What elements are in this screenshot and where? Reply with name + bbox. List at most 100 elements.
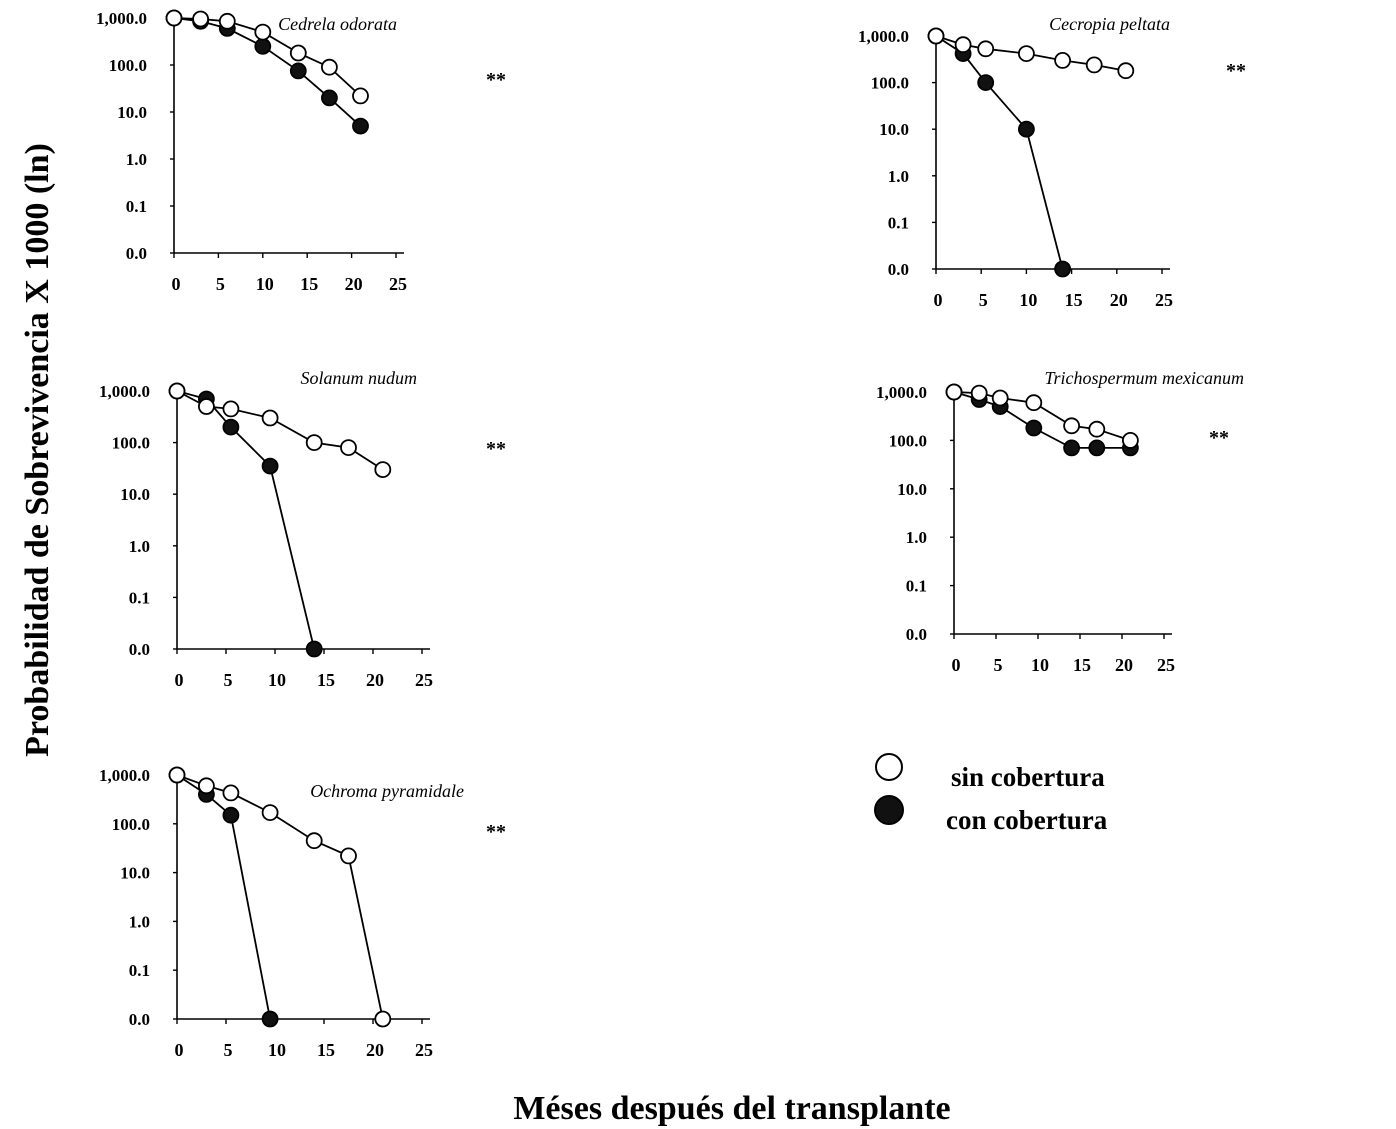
x-tick-label: 5 (994, 655, 1003, 675)
data-point-open (1025, 394, 1043, 412)
y-tick-label: 0.0 (888, 260, 909, 279)
data-point-open (374, 461, 392, 479)
data-point-open (945, 383, 963, 401)
x-tick-label: 10 (268, 670, 286, 690)
data-point-open (218, 12, 236, 30)
data-point-open (1018, 45, 1035, 62)
x-tick-label: 25 (415, 670, 433, 690)
panel-trichospermum-mexicanum: 0.0 0.1 1.0 10.0 100.0 1,000.0 0 5 10 15 20 25 Trich… (876, 368, 1244, 675)
y-tick-label: 1.0 (129, 537, 150, 556)
y-tick-label: 0.0 (906, 625, 927, 644)
panel-title: Cedrela odorata (278, 14, 397, 34)
y-tick-label: 0.0 (126, 244, 147, 263)
x-tick-label: 0 (172, 274, 181, 294)
x-axis-label: Méses después del transplante (513, 1090, 950, 1127)
panel-cedrela-odorata: 0.0 0.1 1.0 10.0 100.0 1,000.0 0 5 10 15 20 25 Cedre… (96, 9, 506, 294)
significance-marker: ** (1209, 427, 1229, 449)
y-tick-label: 1.0 (129, 912, 150, 931)
y-tick-label: 10.0 (120, 864, 150, 883)
data-point-open (222, 400, 240, 418)
x-tick-label: 10 (268, 1040, 286, 1060)
legend: sin cobertura con cobertura (874, 753, 1108, 835)
x-tick-label: 10 (256, 274, 274, 294)
data-point-open (1122, 431, 1139, 449)
data-point-open (970, 384, 988, 402)
data-point-open (192, 10, 210, 28)
legend-filled-label: con cobertura (946, 805, 1108, 835)
data-point-filled (320, 89, 338, 107)
y-tick-label: 100.0 (109, 56, 147, 75)
y-tick-label: 0.1 (129, 588, 150, 607)
significance-marker: ** (486, 821, 506, 843)
x-tick-label: 5 (216, 274, 225, 294)
data-point-open (320, 58, 338, 76)
data-point-open (1054, 52, 1071, 69)
x-tick-label: 0 (934, 290, 943, 310)
series-line-filled (935, 35, 1064, 270)
data-point-open (1088, 420, 1106, 438)
data-point-open (168, 766, 186, 784)
y-tick-label: 0.1 (126, 197, 147, 216)
data-point-open (340, 439, 357, 457)
x-tick-label: 25 (1155, 290, 1173, 310)
y-tick-label: 100.0 (112, 815, 150, 834)
x-tick-label: 20 (1115, 655, 1133, 675)
x-tick-label: 10 (1019, 290, 1037, 310)
series-line-filled (176, 774, 271, 1020)
data-point-filled (1025, 419, 1043, 437)
data-point-open (352, 87, 369, 105)
data-point-filled (1018, 120, 1035, 138)
x-tick-label: 20 (366, 670, 384, 690)
panel-title: Ochroma pyramidale (310, 781, 464, 801)
data-point-open (254, 23, 272, 41)
y-tick-label: 100.0 (889, 431, 927, 450)
x-tick-label: 15 (300, 274, 318, 294)
data-point-filled (352, 117, 369, 135)
y-tick-label: 1.0 (126, 150, 147, 169)
y-tick-label: 10.0 (879, 120, 909, 139)
x-tick-label: 10 (1031, 655, 1049, 675)
y-axis-label: Probabilidad de Sobrevivencia X 1000 (ln… (19, 143, 56, 757)
data-point-open (977, 40, 995, 58)
data-point-open (261, 409, 279, 427)
x-tick-label: 15 (1073, 655, 1091, 675)
data-point-open (374, 1010, 392, 1028)
data-point-open (305, 434, 323, 452)
data-point-filled (1054, 260, 1071, 278)
panel-solanum-nudum: 0.0 0.1 1.0 10.0 100.0 1,000.0 0 5 10 15 20 25 Solan… (99, 368, 506, 690)
x-tick-label: 0 (175, 1040, 184, 1060)
x-tick-label: 25 (1157, 655, 1175, 675)
x-tick-label: 15 (1065, 290, 1083, 310)
x-tick-label: 5 (979, 290, 988, 310)
data-point-open (991, 389, 1009, 407)
panel-title: Cecropia peltata (1049, 14, 1170, 34)
x-tick-label: 20 (1110, 290, 1128, 310)
y-tick-label: 0.0 (129, 1010, 150, 1029)
data-point-open (289, 44, 307, 62)
y-tick-label: 1,000.0 (96, 9, 147, 28)
x-tick-label: 15 (317, 1040, 335, 1060)
data-point-filled (254, 37, 272, 55)
data-point-filled (1063, 439, 1080, 457)
y-tick-label: 0.1 (906, 577, 927, 596)
y-tick-label: 10.0 (117, 103, 147, 122)
x-tick-label: 15 (317, 670, 335, 690)
y-tick-label: 1.0 (888, 167, 909, 186)
data-point-open (305, 832, 323, 850)
y-tick-label: 100.0 (112, 434, 150, 453)
x-tick-label: 25 (415, 1040, 433, 1060)
y-tick-label: 10.0 (120, 485, 150, 504)
data-point-open (197, 777, 215, 795)
data-point-open (1085, 56, 1103, 74)
data-point-open (197, 398, 215, 415)
data-point-filled (222, 418, 240, 436)
panel-cecropia-peltata: 0.0 0.1 1.0 10.0 100.0 1,000.0 0 5 10 15 20 25 Cecro… (858, 14, 1246, 310)
data-point-open (340, 847, 357, 865)
data-point-open (927, 27, 945, 45)
y-tick-label: 1,000.0 (876, 383, 927, 402)
x-tick-label: 25 (389, 274, 407, 294)
x-tick-label: 20 (366, 1040, 384, 1060)
data-point-filled (1088, 439, 1106, 457)
legend-open-label: sin cobertura (951, 762, 1105, 792)
y-tick-label: 1,000.0 (858, 27, 909, 46)
